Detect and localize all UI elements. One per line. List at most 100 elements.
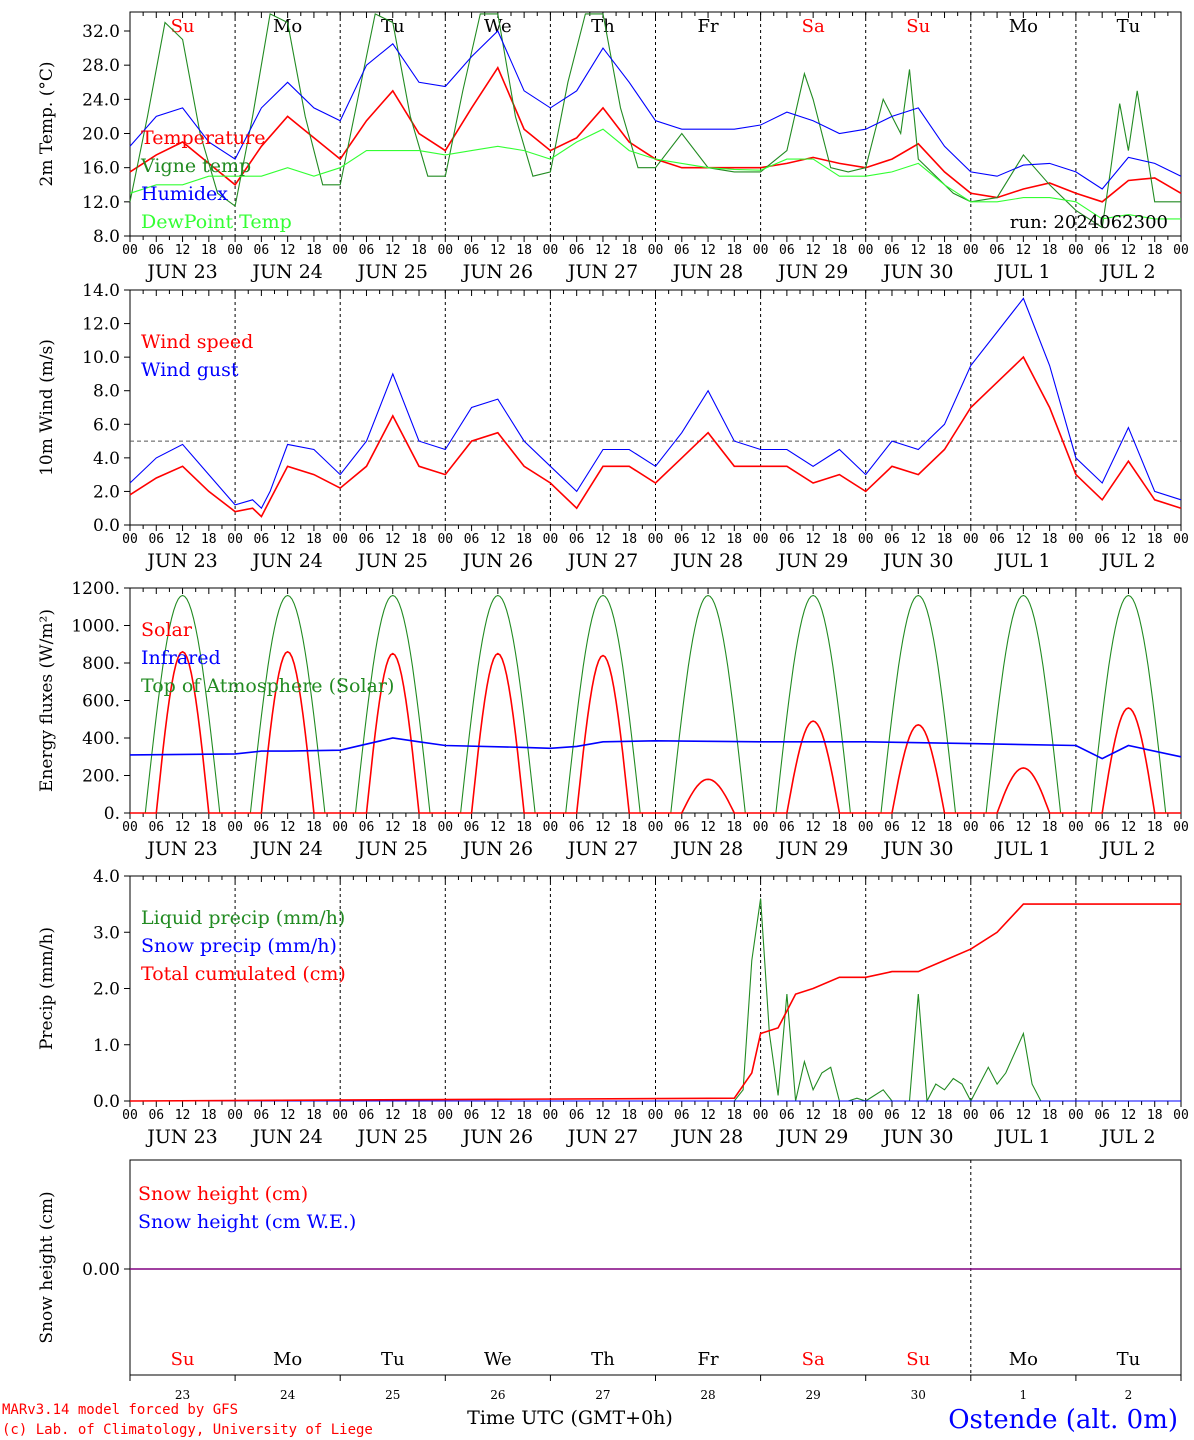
hour-label: 00: [963, 532, 979, 547]
hour-label: 12: [700, 532, 716, 547]
hour-label: 06: [464, 532, 480, 547]
legend-entry: Snow height (cm): [138, 1183, 308, 1205]
date-label: JUL 2: [1099, 550, 1155, 572]
date-label: JUN 30: [881, 838, 953, 860]
plot-frame: [129, 11, 1182, 237]
hour-label: 12: [385, 532, 401, 547]
hour-label: 06: [884, 820, 900, 835]
hour-label: 06: [1094, 1108, 1110, 1123]
hour-label: 18: [1042, 1108, 1058, 1123]
y-tick-label: 400.: [82, 729, 120, 749]
hour-label: 12: [1016, 532, 1032, 547]
day-number-label: 30: [911, 1388, 926, 1402]
hour-label: 12: [805, 532, 821, 547]
hour-label: 18: [411, 243, 427, 258]
hour-label: 18: [201, 820, 217, 835]
weekday-label: We: [484, 1349, 512, 1370]
hour-label: 12: [1121, 243, 1137, 258]
hour-label: 12: [910, 532, 926, 547]
hour-label: 18: [306, 243, 322, 258]
panel-3: 0. 200. 400. 600. 800. 1000. 1200. Energy fluxe…: [37, 579, 1189, 860]
hour-label: 00: [227, 1108, 243, 1123]
weekday-label: Tu: [381, 1349, 405, 1370]
hour-label: 00: [1173, 820, 1189, 835]
y-axis-title: Energy fluxes (W/m²): [37, 609, 57, 792]
hour-label: 06: [464, 1108, 480, 1123]
hour-label: 06: [148, 1108, 164, 1123]
weekday-label: Su: [171, 1349, 195, 1370]
series-solar: [130, 650, 1181, 814]
hour-label: 00: [437, 1108, 453, 1123]
y-tick-label: 8.0: [93, 382, 120, 402]
date-label: JUN 26: [461, 838, 533, 860]
lab-credit: (c) Lab. of Climatology, University of L…: [2, 1422, 373, 1438]
y-axis-title: 10m Wind (m/s): [37, 339, 57, 476]
weekday-label: Tu: [1117, 16, 1141, 37]
hour-label: 00: [437, 243, 453, 258]
hour-label: 12: [385, 243, 401, 258]
date-label: JUN 26: [461, 1126, 533, 1148]
hour-label: 12: [175, 1108, 191, 1123]
weekday-label: Sa: [802, 16, 825, 37]
date-label: JUL 1: [994, 261, 1050, 283]
hour-label: 06: [569, 532, 585, 547]
hour-label: 06: [148, 243, 164, 258]
date-label: JUN 26: [461, 550, 533, 572]
hour-label: 00: [753, 532, 769, 547]
panel-5: 0.00 Snow height (cm) Su 23 Mo 24 Tu 25 We 26 Th 27…: [37, 1159, 1182, 1402]
weekday-label: Su: [906, 1349, 930, 1370]
hour-label: 18: [1147, 820, 1163, 835]
legend-entry: Humidex: [141, 183, 228, 205]
y-tick-label: 12.0: [82, 193, 120, 213]
hour-label: 00: [332, 532, 348, 547]
hour-label: 12: [1121, 532, 1137, 547]
y-tick-label: 20.0: [82, 125, 120, 145]
y-tick-label: 4.0: [93, 449, 120, 469]
hour-label: 12: [805, 1108, 821, 1123]
y-tick-label: 3.0: [93, 923, 120, 943]
hour-label: 12: [805, 243, 821, 258]
y-tick-label: 200.: [82, 767, 120, 787]
y-tick-label: 24.0: [82, 90, 120, 110]
y-tick-label: 0.00: [82, 1260, 120, 1280]
legend-entry: Top of Atmosphere (Solar): [141, 675, 394, 697]
hour-label: 00: [122, 243, 138, 258]
y-tick-label: 2.0: [93, 482, 120, 502]
hour-label: 12: [280, 820, 296, 835]
x-axis-title: Time UTC (GMT+0h): [467, 1407, 673, 1429]
hour-label: 06: [569, 820, 585, 835]
hour-label: 06: [1094, 532, 1110, 547]
weekday-label: We: [484, 16, 512, 37]
hour-label: 06: [989, 1108, 1005, 1123]
hour-label: 18: [726, 532, 742, 547]
hour-label: 06: [779, 243, 795, 258]
y-tick-label: 1.0: [93, 1036, 120, 1056]
hour-label: 00: [648, 243, 664, 258]
hour-label: 00: [1068, 820, 1084, 835]
date-label: JUN 23: [145, 550, 217, 572]
date-label: JUN 29: [776, 838, 848, 860]
weekday-label: Mo: [1009, 1349, 1038, 1370]
hour-label: 00: [332, 820, 348, 835]
hour-label: 18: [411, 1108, 427, 1123]
legend-entry: Infrared: [141, 647, 221, 669]
weekday-label: Mo: [273, 16, 302, 37]
weekday-label: Su: [171, 16, 195, 37]
hour-label: 06: [148, 820, 164, 835]
hour-label: 00: [543, 1108, 559, 1123]
hour-label: 18: [516, 532, 532, 547]
hour-label: 06: [1094, 243, 1110, 258]
hour-label: 12: [700, 820, 716, 835]
hour-label: 18: [726, 820, 742, 835]
hour-label: 06: [779, 1108, 795, 1123]
hour-label: 00: [122, 820, 138, 835]
panel-4: 0.0 1.0 2.0 3.0 4.0 Precip (mm/h) 00 06 12 18 JUN …: [37, 867, 1189, 1148]
weekday-label: Sa: [802, 1349, 825, 1370]
series-infrared: [129, 737, 1182, 760]
plot-frame: [129, 587, 1182, 814]
hour-label: 06: [359, 1108, 375, 1123]
hour-label: 18: [832, 1108, 848, 1123]
hour-label: 18: [726, 1108, 742, 1123]
hour-label: 06: [254, 820, 270, 835]
y-tick-label: 28.0: [82, 56, 120, 76]
